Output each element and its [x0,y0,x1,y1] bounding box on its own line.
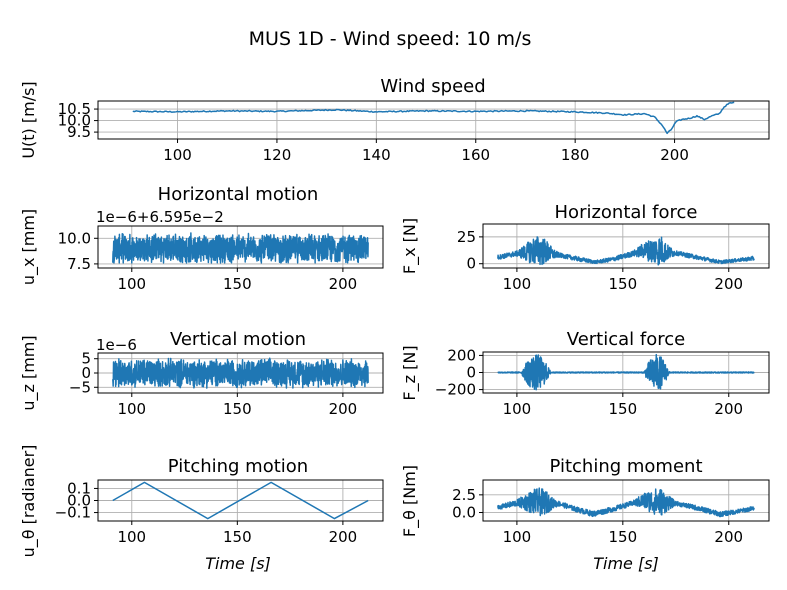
x-tick-label: 100 [163,146,192,164]
panel-vertical-motion: Vertical motion 1e−6 u_z [mm] 100 150 200−… [19,329,383,418]
x-axis-label: Time [s] [205,554,271,573]
x-axis-label: Time [s] [593,554,659,573]
panel-title: Wind speed [380,76,485,97]
figure-suptitle: MUS 1D - Wind speed: 10 m/s [249,28,532,50]
x-tick-label: 180 [561,146,590,164]
x-tick-label: 160 [461,146,490,164]
series-line [113,233,368,263]
x-tick-label: 150 [609,400,638,418]
x-tick-label: 100 [503,400,532,418]
x-tick-label: 200 [714,528,743,546]
axes-frame [98,101,769,139]
y-tick-label: 10.0 [58,229,91,247]
x-tick-label: 150 [609,528,638,546]
x-tick-label: 200 [329,400,358,418]
x-tick-label: 150 [223,275,252,293]
x-tick-label: 200 [329,275,358,293]
series-line [498,355,754,390]
x-tick-label: 200 [660,146,689,164]
y-axis-label: u_x [mm] [19,209,39,285]
y-tick-label: 0.1 [67,479,91,497]
x-tick-label: 100 [117,528,146,546]
series-line [133,103,734,134]
x-tick-label: 140 [362,146,391,164]
series-line [498,237,754,265]
panel-title: Horizontal motion [158,184,319,205]
x-tick-label: 120 [263,146,292,164]
y-tick-label: 2.5 [452,486,476,504]
y-tick-label: 7.5 [67,255,91,273]
panel-title: Horizontal force [555,202,698,223]
y-tick-label: −200 [435,381,476,399]
x-tick-label: 150 [223,528,252,546]
panel-pitching-moment: Pitching moment F_θ [Nm] Time [s] 100 150… [400,456,769,573]
x-tick-label: 150 [609,275,638,293]
y-axis-label: u_z [mm] [19,335,39,410]
y-tick-label: 0.0 [452,504,476,522]
x-tick-label: 100 [117,275,146,293]
panel-title: Vertical motion [170,329,306,350]
panel-horizontal-force: Horizontal force F_x [N] 100 150 200 0 25 [400,202,769,293]
panel-horizontal-motion: Horizontal motion 1e−6+6.595e−2 u_x [mm]… [19,184,383,293]
panel-title: Pitching motion [168,456,308,477]
series-line [113,358,368,388]
y-tick-label: 200 [447,346,476,364]
x-tick-label: 100 [503,275,532,293]
y-axis-label: F_θ [Nm] [400,465,420,537]
y-axis-label: U(t) [m/s] [19,81,38,158]
y-tick-label: 25 [457,228,476,246]
y-tick-label: 10.5 [58,100,91,118]
y-tick-label: 0 [466,364,476,382]
panel-pitching-motion: Pitching motion u_θ [radianer] Time [s] … [19,445,383,573]
x-tick-label: 150 [223,400,252,418]
x-tick-label: 200 [329,528,358,546]
y-axis-label: u_θ [radianer] [19,445,39,558]
x-tick-label: 200 [714,275,743,293]
y-axis-label: F_x [N] [400,218,420,274]
x-tick-label: 100 [503,528,532,546]
panel-wind-speed: Wind speed U(t) [m/s] 100 120 140 160 180 200… [19,76,769,164]
offset-text: 1e−6 [96,336,137,354]
x-tick-label: 200 [714,400,743,418]
x-tick-label: 100 [117,400,146,418]
y-axis-label: F_z [N] [400,345,420,400]
offset-text: 1e−6+6.595e−2 [96,208,224,226]
y-tick-label: 5 [81,350,91,368]
y-tick-label: 0 [466,255,476,273]
panel-title: Vertical force [567,329,685,350]
panel-title: Pitching moment [550,456,703,477]
